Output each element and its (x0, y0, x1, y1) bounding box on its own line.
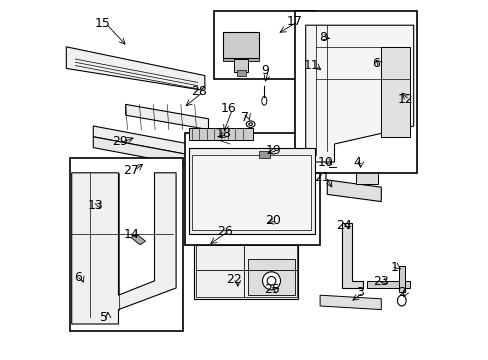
Text: 6: 6 (371, 57, 380, 70)
Text: 28: 28 (191, 85, 207, 98)
Bar (185, 133, 320, 245)
Bar (399, 266, 404, 292)
Polygon shape (131, 234, 145, 245)
Bar (233, 59, 247, 72)
Text: 16: 16 (221, 102, 236, 115)
Text: 18: 18 (215, 127, 231, 140)
Text: 14: 14 (123, 228, 139, 241)
Text: 27: 27 (123, 164, 139, 177)
Text: 8: 8 (318, 31, 326, 44)
Bar (336, 36, 343, 45)
Text: 15: 15 (94, 17, 110, 30)
Text: 9: 9 (261, 64, 268, 77)
Bar (223, 58, 258, 61)
Polygon shape (93, 126, 208, 158)
Text: 23: 23 (372, 275, 387, 288)
Ellipse shape (88, 207, 106, 225)
Bar (237, 70, 246, 76)
Text: 5: 5 (100, 311, 108, 324)
Bar (188, 148, 314, 234)
Bar (213, 11, 316, 79)
Text: 2: 2 (397, 286, 406, 299)
Bar (355, 162, 377, 184)
Bar (188, 128, 253, 140)
Ellipse shape (336, 165, 343, 170)
Polygon shape (93, 137, 208, 169)
Text: 20: 20 (265, 214, 281, 227)
Polygon shape (326, 180, 381, 202)
Ellipse shape (259, 150, 268, 158)
Text: 21: 21 (314, 171, 329, 184)
Bar (194, 241, 298, 299)
Text: 17: 17 (285, 15, 302, 28)
Bar (70, 158, 183, 331)
Polygon shape (320, 295, 381, 310)
Text: 3: 3 (355, 286, 363, 299)
Ellipse shape (260, 221, 271, 229)
Text: 22: 22 (226, 273, 242, 286)
Bar (247, 259, 294, 295)
Polygon shape (341, 223, 363, 288)
Text: 29: 29 (112, 135, 128, 148)
Bar (258, 151, 269, 158)
Text: 6: 6 (74, 271, 82, 284)
Ellipse shape (82, 278, 91, 287)
Text: 13: 13 (87, 199, 103, 212)
Ellipse shape (261, 96, 266, 105)
Ellipse shape (92, 212, 101, 220)
Bar (381, 47, 409, 137)
Text: 11: 11 (304, 59, 319, 72)
Bar (223, 32, 258, 58)
Polygon shape (72, 173, 176, 324)
Polygon shape (66, 47, 204, 90)
Text: 12: 12 (397, 93, 413, 106)
Ellipse shape (248, 123, 252, 126)
Ellipse shape (397, 295, 406, 306)
Text: 24: 24 (335, 219, 351, 232)
Text: 1: 1 (389, 261, 397, 274)
Text: 4: 4 (352, 156, 360, 169)
Ellipse shape (246, 121, 254, 127)
Bar (196, 245, 296, 297)
Bar (192, 155, 310, 230)
Polygon shape (125, 104, 208, 130)
Polygon shape (305, 25, 413, 162)
Text: 7: 7 (241, 111, 249, 124)
Ellipse shape (266, 276, 275, 285)
Text: 10: 10 (317, 156, 333, 169)
Polygon shape (366, 281, 409, 288)
Text: 25: 25 (264, 283, 279, 296)
Ellipse shape (262, 272, 280, 290)
Text: 26: 26 (217, 225, 232, 238)
Bar (294, 11, 416, 173)
Ellipse shape (376, 54, 383, 61)
Text: 19: 19 (265, 144, 281, 157)
